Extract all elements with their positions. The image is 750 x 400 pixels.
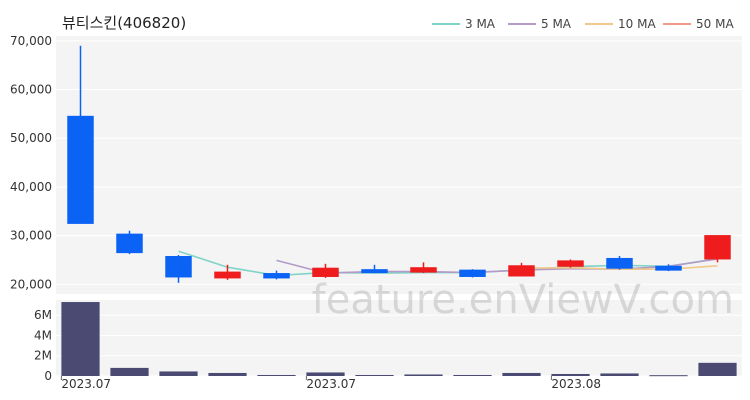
candle-body (557, 260, 584, 267)
moving-average-line (276, 258, 718, 274)
candle-body (116, 233, 143, 254)
candle-body (606, 257, 633, 269)
candle-body (410, 267, 437, 273)
chart-title: 뷰티스킨(406820) (62, 14, 186, 32)
legend-label: 5 MA (541, 17, 572, 31)
volume-tick-label: 6M (34, 308, 52, 322)
candle-body (655, 265, 682, 271)
volume-bar (551, 373, 590, 376)
price-tick-label: 40,000 (10, 180, 52, 194)
legend-label: 50 MA (696, 17, 734, 31)
volume-axis: 0 2M 4M 6M (34, 308, 52, 383)
volume-tick-label: 2M (34, 349, 52, 363)
candlesticks (67, 45, 731, 283)
volume-bar (600, 373, 639, 376)
price-tick-label: 60,000 (10, 83, 52, 97)
date-label: 2023.07 (61, 377, 111, 391)
date-label: 2023.08 (551, 377, 601, 391)
candle-body (312, 267, 339, 277)
volume-bar (208, 372, 247, 376)
date-label: 2023.07 (306, 377, 356, 391)
volume-bar (110, 367, 149, 376)
price-axis: 20,000 30,000 40,000 50,000 60,000 70,000 (10, 34, 52, 291)
volume-bars (61, 302, 737, 377)
watermark: feature.enViewV.com (312, 277, 734, 323)
volume-bar (453, 374, 492, 376)
volume-tick-label: 4M (34, 328, 52, 342)
volume-bar (404, 374, 443, 376)
volume-bar (355, 374, 394, 376)
volume-tick-label: 0 (44, 369, 52, 383)
candle-body (508, 265, 535, 277)
candle-body (459, 269, 486, 277)
candle-body (704, 235, 731, 260)
candle-body (361, 269, 388, 274)
legend: 3 MA 5 MA 10 MA 50 MA (432, 17, 734, 31)
volume-bar (257, 374, 296, 376)
legend-label: 10 MA (618, 17, 656, 31)
volume-bar (61, 302, 100, 376)
candle-body (165, 256, 192, 278)
candle-body (263, 273, 290, 279)
price-tick-label: 70,000 (10, 34, 52, 48)
price-tick-label: 20,000 (10, 277, 52, 291)
volume-panel-background (56, 300, 742, 376)
price-tick-label: 30,000 (10, 229, 52, 243)
volume-bar (306, 372, 345, 376)
legend-label: 3 MA (465, 17, 496, 31)
volume-bar (698, 362, 737, 376)
volume-bar (649, 375, 688, 377)
price-tick-label: 50,000 (10, 131, 52, 145)
price-panel-background (56, 36, 742, 294)
volume-bar (159, 371, 198, 376)
date-axis: 2023.07 2023.07 2023.08 (60, 376, 601, 391)
volume-bar (502, 372, 541, 376)
candle-body (67, 115, 94, 224)
candle-body (214, 271, 241, 279)
